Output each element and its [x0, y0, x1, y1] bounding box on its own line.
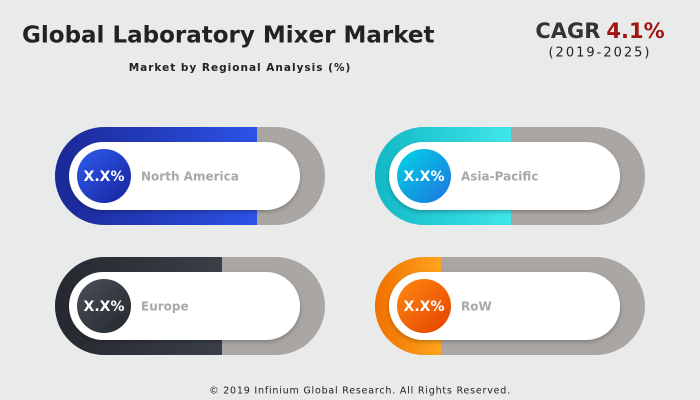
pill-inner	[69, 142, 300, 210]
cagr-value: 4.1%	[606, 19, 664, 43]
region-value: X.X%	[84, 169, 125, 185]
pill-inner	[69, 272, 300, 340]
value-circle	[77, 149, 131, 203]
region-pill: X.X% North America	[55, 127, 325, 225]
cagr-label: CAGR	[535, 19, 600, 43]
pill-inner	[389, 142, 620, 210]
region-value: X.X%	[84, 299, 125, 315]
footer: © 2019 Infinium Global Research. All Rig…	[209, 386, 511, 397]
region-value: X.X%	[404, 299, 445, 315]
region-pill: X.X% Asia-Pacific	[375, 127, 645, 225]
cagr-period: (2019-2025)	[548, 46, 651, 61]
region-name: Asia-Pacific	[461, 170, 538, 184]
pill-inner	[389, 272, 620, 340]
region-pill: X.X% Europe	[55, 257, 325, 355]
region-pill: X.X% RoW	[375, 257, 645, 355]
region-name: North America	[141, 170, 239, 184]
region-name: RoW	[461, 300, 492, 314]
region-name: Europe	[141, 300, 189, 314]
subtitle: Market by Regional Analysis (%)	[129, 62, 352, 74]
cagr: CAGR 4.1%	[535, 19, 664, 43]
region-value: X.X%	[404, 169, 445, 185]
value-circle	[397, 149, 451, 203]
title: Global Laboratory Mixer Market	[22, 23, 434, 49]
value-circle	[77, 279, 131, 333]
region-pills: X.X% North America X.X% Asia-Pacific X.X% Eur…	[55, 127, 645, 355]
value-circle	[397, 279, 451, 333]
